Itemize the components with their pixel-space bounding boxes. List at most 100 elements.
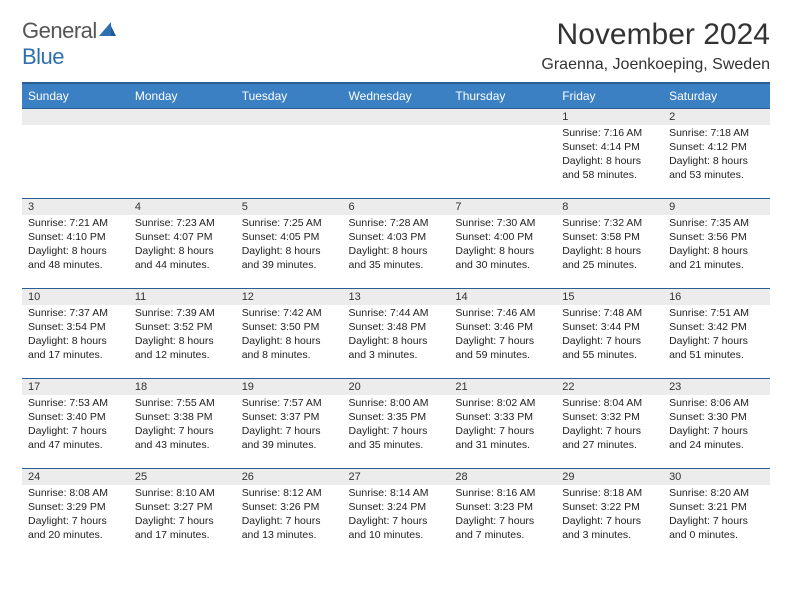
day-details: Sunrise: 7:28 AMSunset: 4:03 PMDaylight:… <box>343 215 450 276</box>
header: General Blue November 2024 Graenna, Joen… <box>22 18 770 74</box>
day-number <box>22 109 129 125</box>
day-number: 14 <box>449 289 556 305</box>
daylight-text: Daylight: 7 hours and 3 minutes. <box>562 515 657 543</box>
calendar-day: 7Sunrise: 7:30 AMSunset: 4:00 PMDaylight… <box>449 199 556 289</box>
calendar-day: 29Sunrise: 8:18 AMSunset: 3:22 PMDayligh… <box>556 469 663 559</box>
daylight-text: Daylight: 8 hours and 58 minutes. <box>562 155 657 183</box>
calendar-day: 30Sunrise: 8:20 AMSunset: 3:21 PMDayligh… <box>663 469 770 559</box>
day-details: Sunrise: 7:55 AMSunset: 3:38 PMDaylight:… <box>129 395 236 456</box>
day-details <box>236 125 343 185</box>
sunrise-text: Sunrise: 7:39 AM <box>135 307 230 321</box>
calendar-day: 19Sunrise: 7:57 AMSunset: 3:37 PMDayligh… <box>236 379 343 469</box>
daylight-text: Daylight: 7 hours and 10 minutes. <box>349 515 444 543</box>
calendar-day: 5Sunrise: 7:25 AMSunset: 4:05 PMDaylight… <box>236 199 343 289</box>
sunset-text: Sunset: 4:00 PM <box>455 231 550 245</box>
day-details: Sunrise: 7:37 AMSunset: 3:54 PMDaylight:… <box>22 305 129 366</box>
sunrise-text: Sunrise: 8:04 AM <box>562 397 657 411</box>
calendar-table: SundayMondayTuesdayWednesdayThursdayFrid… <box>22 82 770 559</box>
day-details: Sunrise: 7:57 AMSunset: 3:37 PMDaylight:… <box>236 395 343 456</box>
calendar-day: 23Sunrise: 8:06 AMSunset: 3:30 PMDayligh… <box>663 379 770 469</box>
sunrise-text: Sunrise: 7:44 AM <box>349 307 444 321</box>
calendar-day: 4Sunrise: 7:23 AMSunset: 4:07 PMDaylight… <box>129 199 236 289</box>
sunrise-text: Sunrise: 7:48 AM <box>562 307 657 321</box>
sunset-text: Sunset: 4:07 PM <box>135 231 230 245</box>
day-details <box>22 125 129 185</box>
day-details: Sunrise: 8:12 AMSunset: 3:26 PMDaylight:… <box>236 485 343 546</box>
daylight-text: Daylight: 7 hours and 13 minutes. <box>242 515 337 543</box>
calendar-body: 1Sunrise: 7:16 AMSunset: 4:14 PMDaylight… <box>22 109 770 559</box>
sunset-text: Sunset: 3:44 PM <box>562 321 657 335</box>
daylight-text: Daylight: 8 hours and 39 minutes. <box>242 245 337 273</box>
day-details: Sunrise: 8:00 AMSunset: 3:35 PMDaylight:… <box>343 395 450 456</box>
brand-part1: General <box>22 18 97 43</box>
day-number: 28 <box>449 469 556 485</box>
day-number: 29 <box>556 469 663 485</box>
day-details: Sunrise: 7:23 AMSunset: 4:07 PMDaylight:… <box>129 215 236 276</box>
calendar-day: 20Sunrise: 8:00 AMSunset: 3:35 PMDayligh… <box>343 379 450 469</box>
day-details: Sunrise: 7:39 AMSunset: 3:52 PMDaylight:… <box>129 305 236 366</box>
daylight-text: Daylight: 7 hours and 0 minutes. <box>669 515 764 543</box>
calendar-day: 18Sunrise: 7:55 AMSunset: 3:38 PMDayligh… <box>129 379 236 469</box>
daylight-text: Daylight: 7 hours and 27 minutes. <box>562 425 657 453</box>
sunset-text: Sunset: 3:21 PM <box>669 501 764 515</box>
calendar-day: 15Sunrise: 7:48 AMSunset: 3:44 PMDayligh… <box>556 289 663 379</box>
daylight-text: Daylight: 8 hours and 21 minutes. <box>669 245 764 273</box>
day-number: 15 <box>556 289 663 305</box>
calendar-day: 16Sunrise: 7:51 AMSunset: 3:42 PMDayligh… <box>663 289 770 379</box>
daylight-text: Daylight: 8 hours and 35 minutes. <box>349 245 444 273</box>
day-number: 21 <box>449 379 556 395</box>
calendar-day: 26Sunrise: 8:12 AMSunset: 3:26 PMDayligh… <box>236 469 343 559</box>
day-details: Sunrise: 7:53 AMSunset: 3:40 PMDaylight:… <box>22 395 129 456</box>
location-text: Graenna, Joenkoeping, Sweden <box>541 56 770 74</box>
sunset-text: Sunset: 3:38 PM <box>135 411 230 425</box>
day-number: 12 <box>236 289 343 305</box>
sunset-text: Sunset: 3:29 PM <box>28 501 123 515</box>
calendar-day: 2Sunrise: 7:18 AMSunset: 4:12 PMDaylight… <box>663 109 770 199</box>
calendar-day: 1Sunrise: 7:16 AMSunset: 4:14 PMDaylight… <box>556 109 663 199</box>
sunset-text: Sunset: 4:03 PM <box>349 231 444 245</box>
sunrise-text: Sunrise: 8:06 AM <box>669 397 764 411</box>
day-details: Sunrise: 7:42 AMSunset: 3:50 PMDaylight:… <box>236 305 343 366</box>
sunset-text: Sunset: 3:46 PM <box>455 321 550 335</box>
sunset-text: Sunset: 3:50 PM <box>242 321 337 335</box>
daylight-text: Daylight: 7 hours and 43 minutes. <box>135 425 230 453</box>
day-details <box>129 125 236 185</box>
sunrise-text: Sunrise: 8:08 AM <box>28 487 123 501</box>
calendar-day: 27Sunrise: 8:14 AMSunset: 3:24 PMDayligh… <box>343 469 450 559</box>
calendar-week: 1Sunrise: 7:16 AMSunset: 4:14 PMDaylight… <box>22 109 770 199</box>
day-details: Sunrise: 7:21 AMSunset: 4:10 PMDaylight:… <box>22 215 129 276</box>
brand-part2: Blue <box>22 44 64 69</box>
sunset-text: Sunset: 4:14 PM <box>562 141 657 155</box>
sunset-text: Sunset: 3:27 PM <box>135 501 230 515</box>
day-number <box>236 109 343 125</box>
calendar-day: 3Sunrise: 7:21 AMSunset: 4:10 PMDaylight… <box>22 199 129 289</box>
calendar-day: 10Sunrise: 7:37 AMSunset: 3:54 PMDayligh… <box>22 289 129 379</box>
day-number: 5 <box>236 199 343 215</box>
day-details: Sunrise: 8:18 AMSunset: 3:22 PMDaylight:… <box>556 485 663 546</box>
sunset-text: Sunset: 3:37 PM <box>242 411 337 425</box>
daylight-text: Daylight: 7 hours and 51 minutes. <box>669 335 764 363</box>
sunset-text: Sunset: 3:54 PM <box>28 321 123 335</box>
calendar-week: 24Sunrise: 8:08 AMSunset: 3:29 PMDayligh… <box>22 469 770 559</box>
day-number: 25 <box>129 469 236 485</box>
sunrise-text: Sunrise: 7:18 AM <box>669 127 764 141</box>
sunrise-text: Sunrise: 7:42 AM <box>242 307 337 321</box>
day-details <box>343 125 450 185</box>
day-details: Sunrise: 8:14 AMSunset: 3:24 PMDaylight:… <box>343 485 450 546</box>
daylight-text: Daylight: 8 hours and 25 minutes. <box>562 245 657 273</box>
sunrise-text: Sunrise: 7:35 AM <box>669 217 764 231</box>
daylight-text: Daylight: 8 hours and 44 minutes. <box>135 245 230 273</box>
calendar-day: 21Sunrise: 8:02 AMSunset: 3:33 PMDayligh… <box>449 379 556 469</box>
brand-logo: General Blue <box>22 18 117 70</box>
day-details: Sunrise: 8:20 AMSunset: 3:21 PMDaylight:… <box>663 485 770 546</box>
day-number: 8 <box>556 199 663 215</box>
day-number: 11 <box>129 289 236 305</box>
sail-icon <box>97 18 117 44</box>
calendar-head: SundayMondayTuesdayWednesdayThursdayFrid… <box>22 83 770 109</box>
calendar-day: 22Sunrise: 8:04 AMSunset: 3:32 PMDayligh… <box>556 379 663 469</box>
day-number: 10 <box>22 289 129 305</box>
calendar-day: 17Sunrise: 7:53 AMSunset: 3:40 PMDayligh… <box>22 379 129 469</box>
day-details: Sunrise: 7:25 AMSunset: 4:05 PMDaylight:… <box>236 215 343 276</box>
sunrise-text: Sunrise: 7:55 AM <box>135 397 230 411</box>
calendar-day <box>236 109 343 199</box>
